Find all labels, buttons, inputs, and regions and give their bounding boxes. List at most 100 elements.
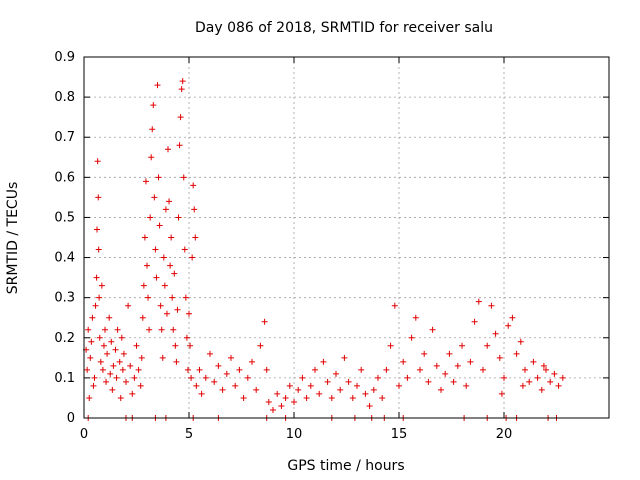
data-point: [172, 342, 179, 349]
data-point: [232, 382, 239, 389]
x-tick-label: 10: [286, 427, 303, 442]
data-point: [161, 282, 168, 289]
data-point: [261, 318, 268, 325]
data-point: [149, 126, 156, 133]
data-point: [207, 350, 213, 357]
data-point: [168, 234, 175, 241]
data-point: [303, 394, 310, 401]
data-point: [509, 314, 516, 321]
data-point: [333, 370, 339, 377]
data-point: [144, 262, 150, 269]
data-point: [120, 350, 127, 357]
data-point: [103, 378, 110, 385]
data-point: [349, 394, 356, 401]
data-point: [555, 382, 562, 389]
data-point: [167, 262, 174, 269]
data-point: [337, 386, 344, 393]
data-point: [155, 174, 162, 181]
data-point: [400, 358, 407, 365]
data-point: [93, 274, 100, 281]
data-point: [551, 370, 558, 377]
data-point: [96, 294, 103, 301]
data-point: [92, 302, 99, 309]
data-point: [286, 382, 293, 389]
data-point: [176, 142, 183, 149]
data-point: [270, 406, 276, 413]
data-point: [169, 294, 176, 301]
data-point: [295, 386, 302, 393]
data-point: [387, 342, 394, 349]
data-point: [166, 198, 173, 205]
data-point: [91, 374, 98, 381]
chart-title: Day 086 of 2018, SRMTID for receiver sal…: [195, 20, 493, 36]
y-tick-label: 0.4: [54, 251, 75, 266]
y-axis-label: SRMTID / TECUs: [5, 182, 21, 295]
data-point: [471, 318, 478, 325]
data-point: [170, 326, 177, 333]
data-point: [112, 346, 119, 353]
data-point: [154, 82, 161, 89]
data-point: [114, 326, 121, 333]
data-point: [153, 274, 160, 281]
data-point: [152, 246, 159, 253]
data-point: [534, 374, 541, 381]
data-point: [174, 306, 181, 313]
data-point: [496, 354, 503, 361]
data-point: [116, 358, 123, 365]
data-point: [408, 334, 415, 341]
data-point: [433, 362, 440, 369]
data-point: [421, 350, 428, 357]
y-tick-label: 0: [67, 411, 75, 426]
data-point: [391, 302, 398, 309]
data-point: [109, 386, 116, 393]
data-point: [150, 102, 157, 109]
data-point: [97, 358, 104, 365]
data-point: [193, 382, 200, 389]
data-point: [147, 214, 154, 221]
data-point: [404, 374, 411, 381]
data-point: [446, 350, 453, 357]
data-point: [202, 374, 209, 381]
x-tick-label: 20: [496, 427, 513, 442]
data-point: [137, 382, 144, 389]
data-point: [522, 366, 528, 373]
data-point: [163, 310, 170, 317]
data-point: [96, 334, 103, 341]
data-point: [188, 374, 195, 381]
x-tick-label: 5: [185, 427, 193, 442]
data-point: [223, 370, 230, 377]
data-point: [180, 174, 187, 181]
data-point: [228, 354, 234, 361]
data-point: [316, 390, 323, 397]
data-point: [184, 366, 191, 373]
data-point: [463, 382, 470, 389]
data-point: [240, 394, 247, 401]
data-point: [480, 366, 486, 373]
data-point: [484, 342, 491, 349]
data-point: [278, 402, 285, 409]
data-point: [501, 374, 507, 381]
data-point: [324, 378, 331, 385]
data-point: [183, 334, 190, 341]
data-point: [354, 382, 360, 389]
data-point: [467, 358, 474, 365]
y-tick-label: 0.9: [54, 50, 75, 65]
data-point: [236, 366, 243, 373]
data-point: [89, 314, 96, 321]
data-point: [189, 254, 196, 261]
data-point: [102, 326, 108, 333]
data-point: [396, 382, 402, 389]
data-point: [417, 366, 423, 373]
data-point: [178, 86, 185, 93]
data-point: [107, 370, 114, 377]
data-point: [110, 362, 117, 369]
y-tick-label: 0.8: [54, 90, 75, 105]
data-point: [108, 338, 115, 345]
data-point: [263, 366, 270, 373]
data-point: [412, 314, 419, 321]
data-point: [177, 114, 184, 121]
data-point: [158, 326, 165, 333]
data-point: [312, 366, 318, 373]
data-point: [95, 246, 102, 253]
y-tick-label: 0.1: [54, 371, 75, 386]
